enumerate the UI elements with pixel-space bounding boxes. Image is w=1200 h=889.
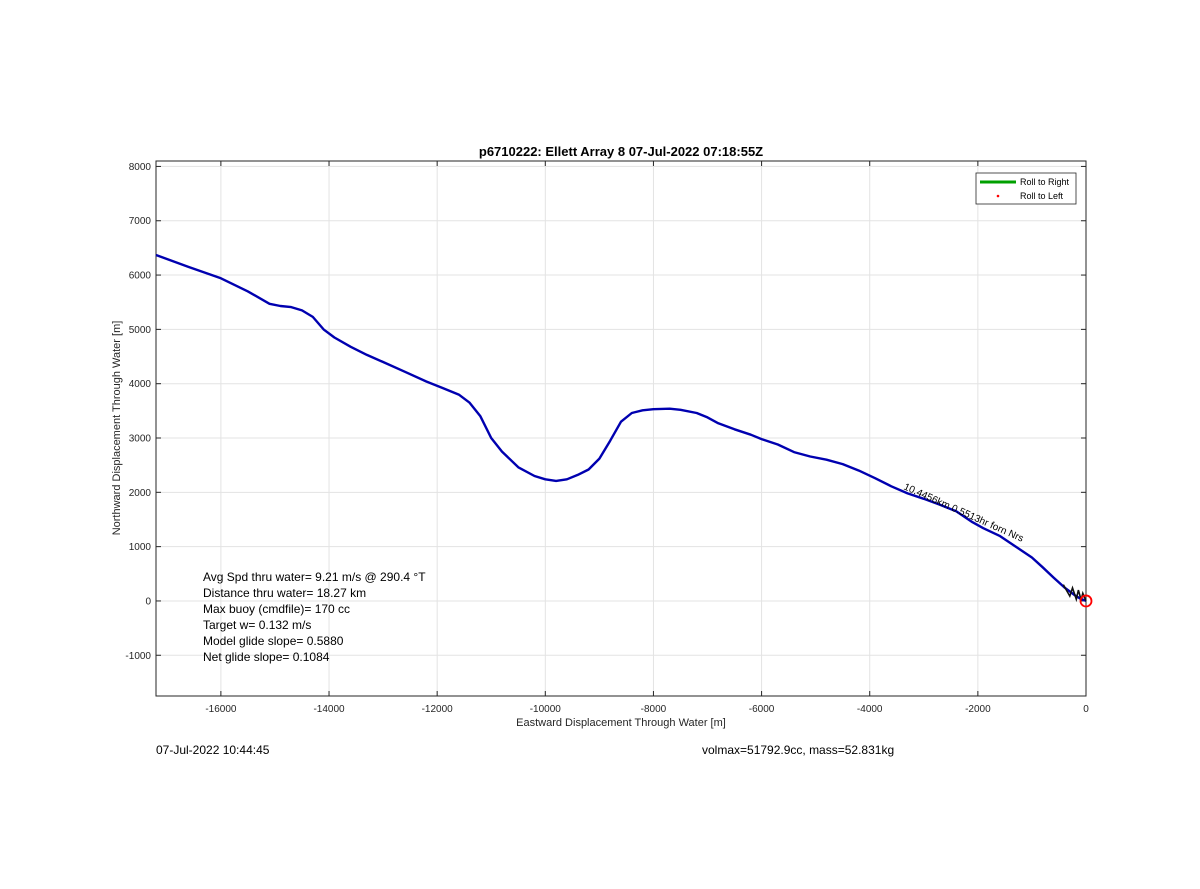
stat-max-buoy: Max buoy (cmdfile)= 170 cc xyxy=(203,602,350,616)
stat-model-glide: Model glide slope= 0.5880 xyxy=(203,634,344,648)
stats-block: Avg Spd thru water= 9.21 m/s @ 290.4 °T … xyxy=(203,570,426,664)
y-tick-label: 2000 xyxy=(129,488,152,499)
axis-ticks: -16000 -14000 -12000 -10000 -8000 -6000 -4000-… xyxy=(125,161,1089,715)
legend-swatch-roll-left xyxy=(996,194,1000,198)
footer-volmax-mass: volmax=51792.9cc, mass=52.831kg xyxy=(702,743,895,757)
legend-box xyxy=(975,172,1077,205)
trajectory-line xyxy=(155,253,1087,603)
x-tick-label: -10000 xyxy=(530,704,562,715)
chart-title: p6710222: Ellett Array 8 07-Jul-2022 07:… xyxy=(479,144,763,159)
footer-timestamp: 07-Jul-2022 10:44:45 xyxy=(156,743,270,757)
y-tick-label: -1000 xyxy=(125,651,151,662)
x-tick-label: -4000 xyxy=(857,704,883,715)
y-tick-label: 3000 xyxy=(129,434,152,445)
x-tick-label: -2000 xyxy=(965,704,991,715)
end-marker-circle xyxy=(1079,594,1093,608)
x-tick-label: -16000 xyxy=(205,704,237,715)
x-tick-label: 0 xyxy=(1083,704,1089,715)
grid xyxy=(156,161,1087,696)
y-tick-label: 5000 xyxy=(129,325,152,336)
endpoint-tangle xyxy=(1062,584,1087,604)
stat-avg-speed: Avg Spd thru water= 9.21 m/s @ 290.4 °T xyxy=(203,570,426,584)
x-axis-label: Eastward Displacement Through Water [m] xyxy=(516,717,726,729)
legend-label-roll-right: Roll to Right xyxy=(1020,177,1070,187)
trajectory-annotation: 10.4456km 0.5513hr forn Nrs xyxy=(902,482,1025,545)
y-tick-label: 7000 xyxy=(129,216,152,227)
series-layer xyxy=(155,253,1093,608)
y-tick-label: 1000 xyxy=(129,542,152,553)
legend-label-roll-left: Roll to Left xyxy=(1020,191,1064,201)
y-tick-label: 4000 xyxy=(129,379,152,390)
stat-net-glide: Net glide slope= 0.1084 xyxy=(203,650,330,664)
legend: Roll to Right Roll to Left xyxy=(975,172,1077,205)
y-tick-label: 8000 xyxy=(129,162,152,173)
x-tick-label: -14000 xyxy=(313,704,345,715)
stat-distance: Distance thru water= 18.27 km xyxy=(203,586,366,600)
y-tick-label: 0 xyxy=(145,596,151,607)
y-tick-label: 6000 xyxy=(129,271,152,282)
plot-area-border xyxy=(155,160,1087,697)
x-tick-label: -8000 xyxy=(641,704,667,715)
y-axis-label: Northward Displacement Through Water [m] xyxy=(111,321,123,536)
x-tick-label: -6000 xyxy=(749,704,775,715)
x-tick-label: -12000 xyxy=(422,704,454,715)
stat-target-w: Target w= 0.132 m/s xyxy=(203,618,311,632)
